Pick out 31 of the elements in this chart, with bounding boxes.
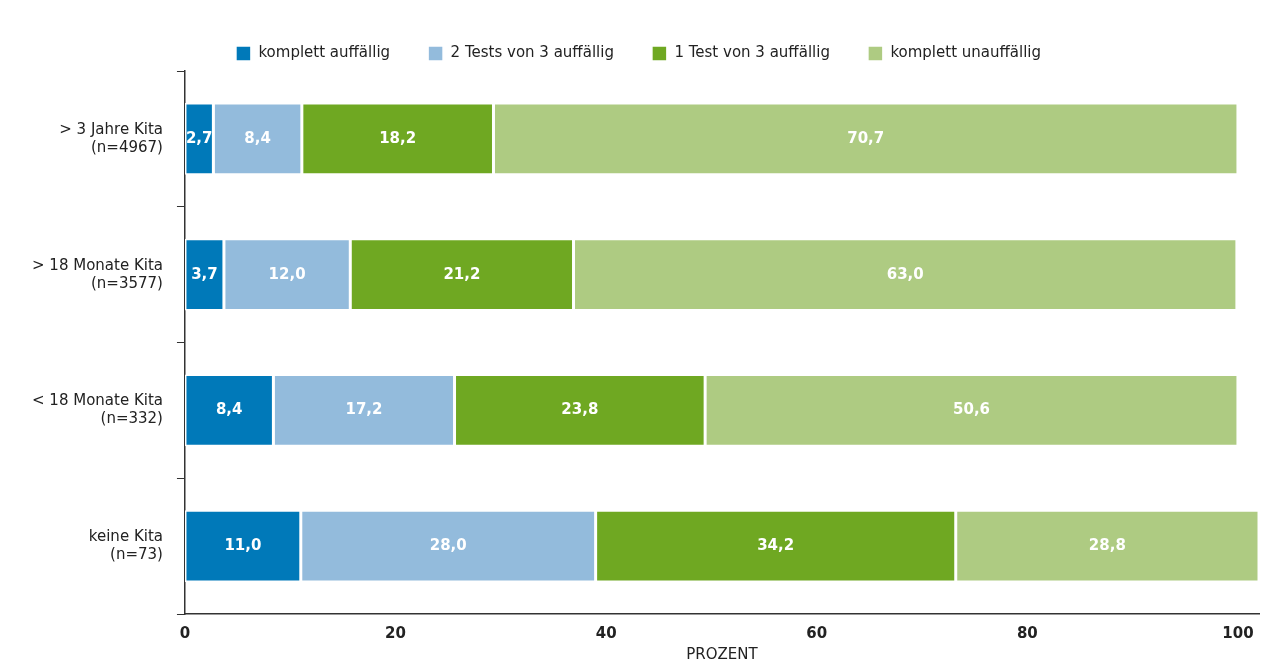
legend-label: komplett unauffällig: [890, 43, 1042, 62]
x-axis-title: PROZENT: [686, 644, 759, 663]
legend-label: 1 Test von 3 auffällig: [674, 43, 830, 62]
data-label: 17,2: [345, 400, 383, 419]
x-tick-label: 80: [1016, 623, 1038, 642]
y-tick-label: > 18 Monate Kita (n=3577): [32, 255, 163, 292]
data-label: 3,7: [191, 264, 218, 283]
data-label: 11,0: [224, 536, 262, 555]
x-tick-label: 40: [595, 623, 617, 642]
y-tick-label: < 18 Monate Kita (n=332): [32, 391, 163, 428]
data-label: 2,7: [185, 128, 213, 147]
legend-label: komplett auffällig: [258, 43, 391, 62]
data-label: 23,8: [561, 400, 599, 419]
data-label: 21,2: [443, 264, 481, 283]
x-tick-label: 100: [1222, 623, 1254, 642]
y-tick-label: > 3 Jahre Kita (n=4967): [59, 119, 163, 156]
data-label: 70,7: [847, 128, 885, 147]
data-label: 18,2: [379, 128, 417, 147]
legend-label: 2 Tests von 3 auffällig: [450, 43, 614, 62]
y-tick-label: keine Kita (n=73): [88, 527, 163, 564]
data-label: 28,0: [429, 536, 467, 555]
x-tick-label: 60: [806, 623, 828, 642]
data-label: 28,8: [1088, 536, 1126, 555]
x-tick-label: 0: [179, 623, 191, 642]
data-label: 63,0: [886, 264, 924, 283]
x-tick-label: 20: [385, 623, 406, 642]
data-label: 8,4: [215, 400, 243, 419]
data-label: 50,6: [953, 400, 991, 419]
data-label: 8,4: [244, 128, 271, 147]
data-label: 34,2: [757, 536, 795, 555]
data-label: 12,0: [268, 264, 306, 283]
